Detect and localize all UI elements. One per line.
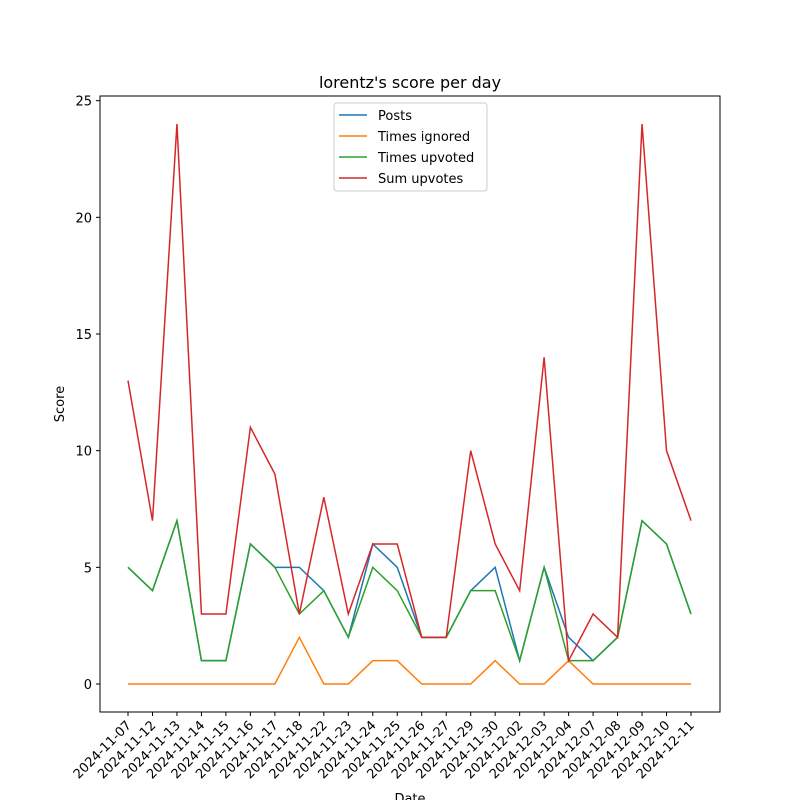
y-tick-label: 0 xyxy=(84,678,92,693)
y-tick-label: 10 xyxy=(75,445,92,460)
y-tick-label: 15 xyxy=(75,328,92,343)
y-tick-label: 20 xyxy=(75,211,92,226)
legend-label: Times ignored xyxy=(377,130,470,145)
x-axis-label: Date xyxy=(394,792,425,800)
series-line xyxy=(127,123,692,664)
legend: Posts Times ignored Times upvoted Sum upvot… xyxy=(333,102,488,192)
y-axis-label: Score xyxy=(53,386,68,422)
y-tick-label: 25 xyxy=(75,95,92,110)
legend-frame xyxy=(333,102,488,192)
y-tick-label: 5 xyxy=(84,561,92,576)
legend-label: Sum upvotes xyxy=(378,172,464,187)
legend-label: Posts xyxy=(378,109,412,124)
legend-label: Times upvoted xyxy=(377,151,474,166)
series-line xyxy=(128,635,691,685)
series-line xyxy=(127,517,692,664)
chart-title: lorentz's score per day xyxy=(319,73,501,92)
plot-frame xyxy=(99,95,721,713)
